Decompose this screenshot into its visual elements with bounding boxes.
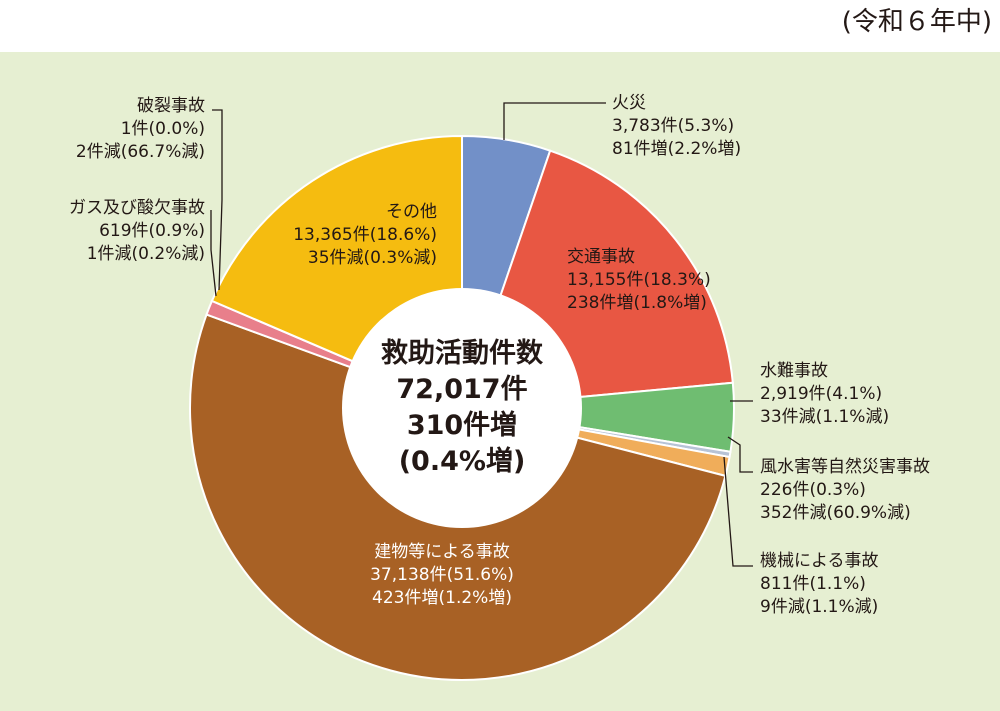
leader-line-gas — [210, 210, 217, 297]
label-gas-change: 1件減(0.2%減) — [87, 244, 205, 264]
leader-line-rupture — [212, 109, 223, 291]
label-building-value: 37,138件(51.6%) — [370, 565, 514, 585]
label-machine-value: 811件(1.1%) — [760, 574, 866, 594]
label-building-change: 423件増(1.2%増) — [372, 588, 512, 608]
label-fire-change: 81件増(2.2%増) — [612, 139, 741, 159]
center-total: 72,017件 — [396, 374, 527, 405]
label-storm-change: 352件減(60.9%減) — [760, 503, 911, 523]
leader-line-fire — [503, 102, 606, 140]
label-machine-name: 機械による事故 — [760, 551, 879, 571]
center-title: 救助活動件数 — [381, 338, 544, 369]
label-water-value: 2,919件(4.1%) — [760, 384, 882, 404]
label-other-name: その他 — [386, 202, 437, 222]
label-water-name: 水難事故 — [760, 361, 828, 381]
label-rupture-name: 破裂事故 — [137, 96, 205, 116]
center-change-pct: (0.4%増) — [399, 445, 526, 477]
leader-line-storm — [727, 436, 753, 473]
label-traffic-change: 238件増(1.8%増) — [567, 293, 707, 313]
center-hole — [342, 288, 582, 528]
label-building-name: 建物等による事故 — [374, 542, 510, 562]
label-traffic-value: 13,155件(18.3%) — [567, 270, 711, 290]
label-other-value: 13,365件(18.6%) — [293, 225, 437, 245]
label-other-change: 35件減(0.3%減) — [308, 248, 437, 268]
leader-line-machine — [723, 456, 753, 567]
label-fire-name: 火災 — [612, 93, 646, 113]
label-storm-value: 226件(0.3%) — [760, 480, 866, 500]
label-fire-value: 3,783件(5.3%) — [612, 116, 734, 136]
label-machine-change: 9件減(1.1%減) — [760, 597, 878, 617]
label-traffic-name: 交通事故 — [567, 247, 635, 267]
label-gas-name: ガス及び酸欠事故 — [69, 198, 205, 218]
label-rupture-change: 2件減(66.7%減) — [76, 142, 205, 162]
label-rupture-value: 1件(0.0%) — [121, 119, 205, 139]
label-storm-name: 風水害等自然災害事故 — [760, 457, 930, 477]
label-water-change: 33件減(1.1%減) — [760, 407, 889, 427]
year-label: (令和６年中) — [841, 7, 992, 37]
center-change: 310件増 — [407, 409, 517, 441]
label-gas-value: 619件(0.9%) — [99, 221, 205, 241]
